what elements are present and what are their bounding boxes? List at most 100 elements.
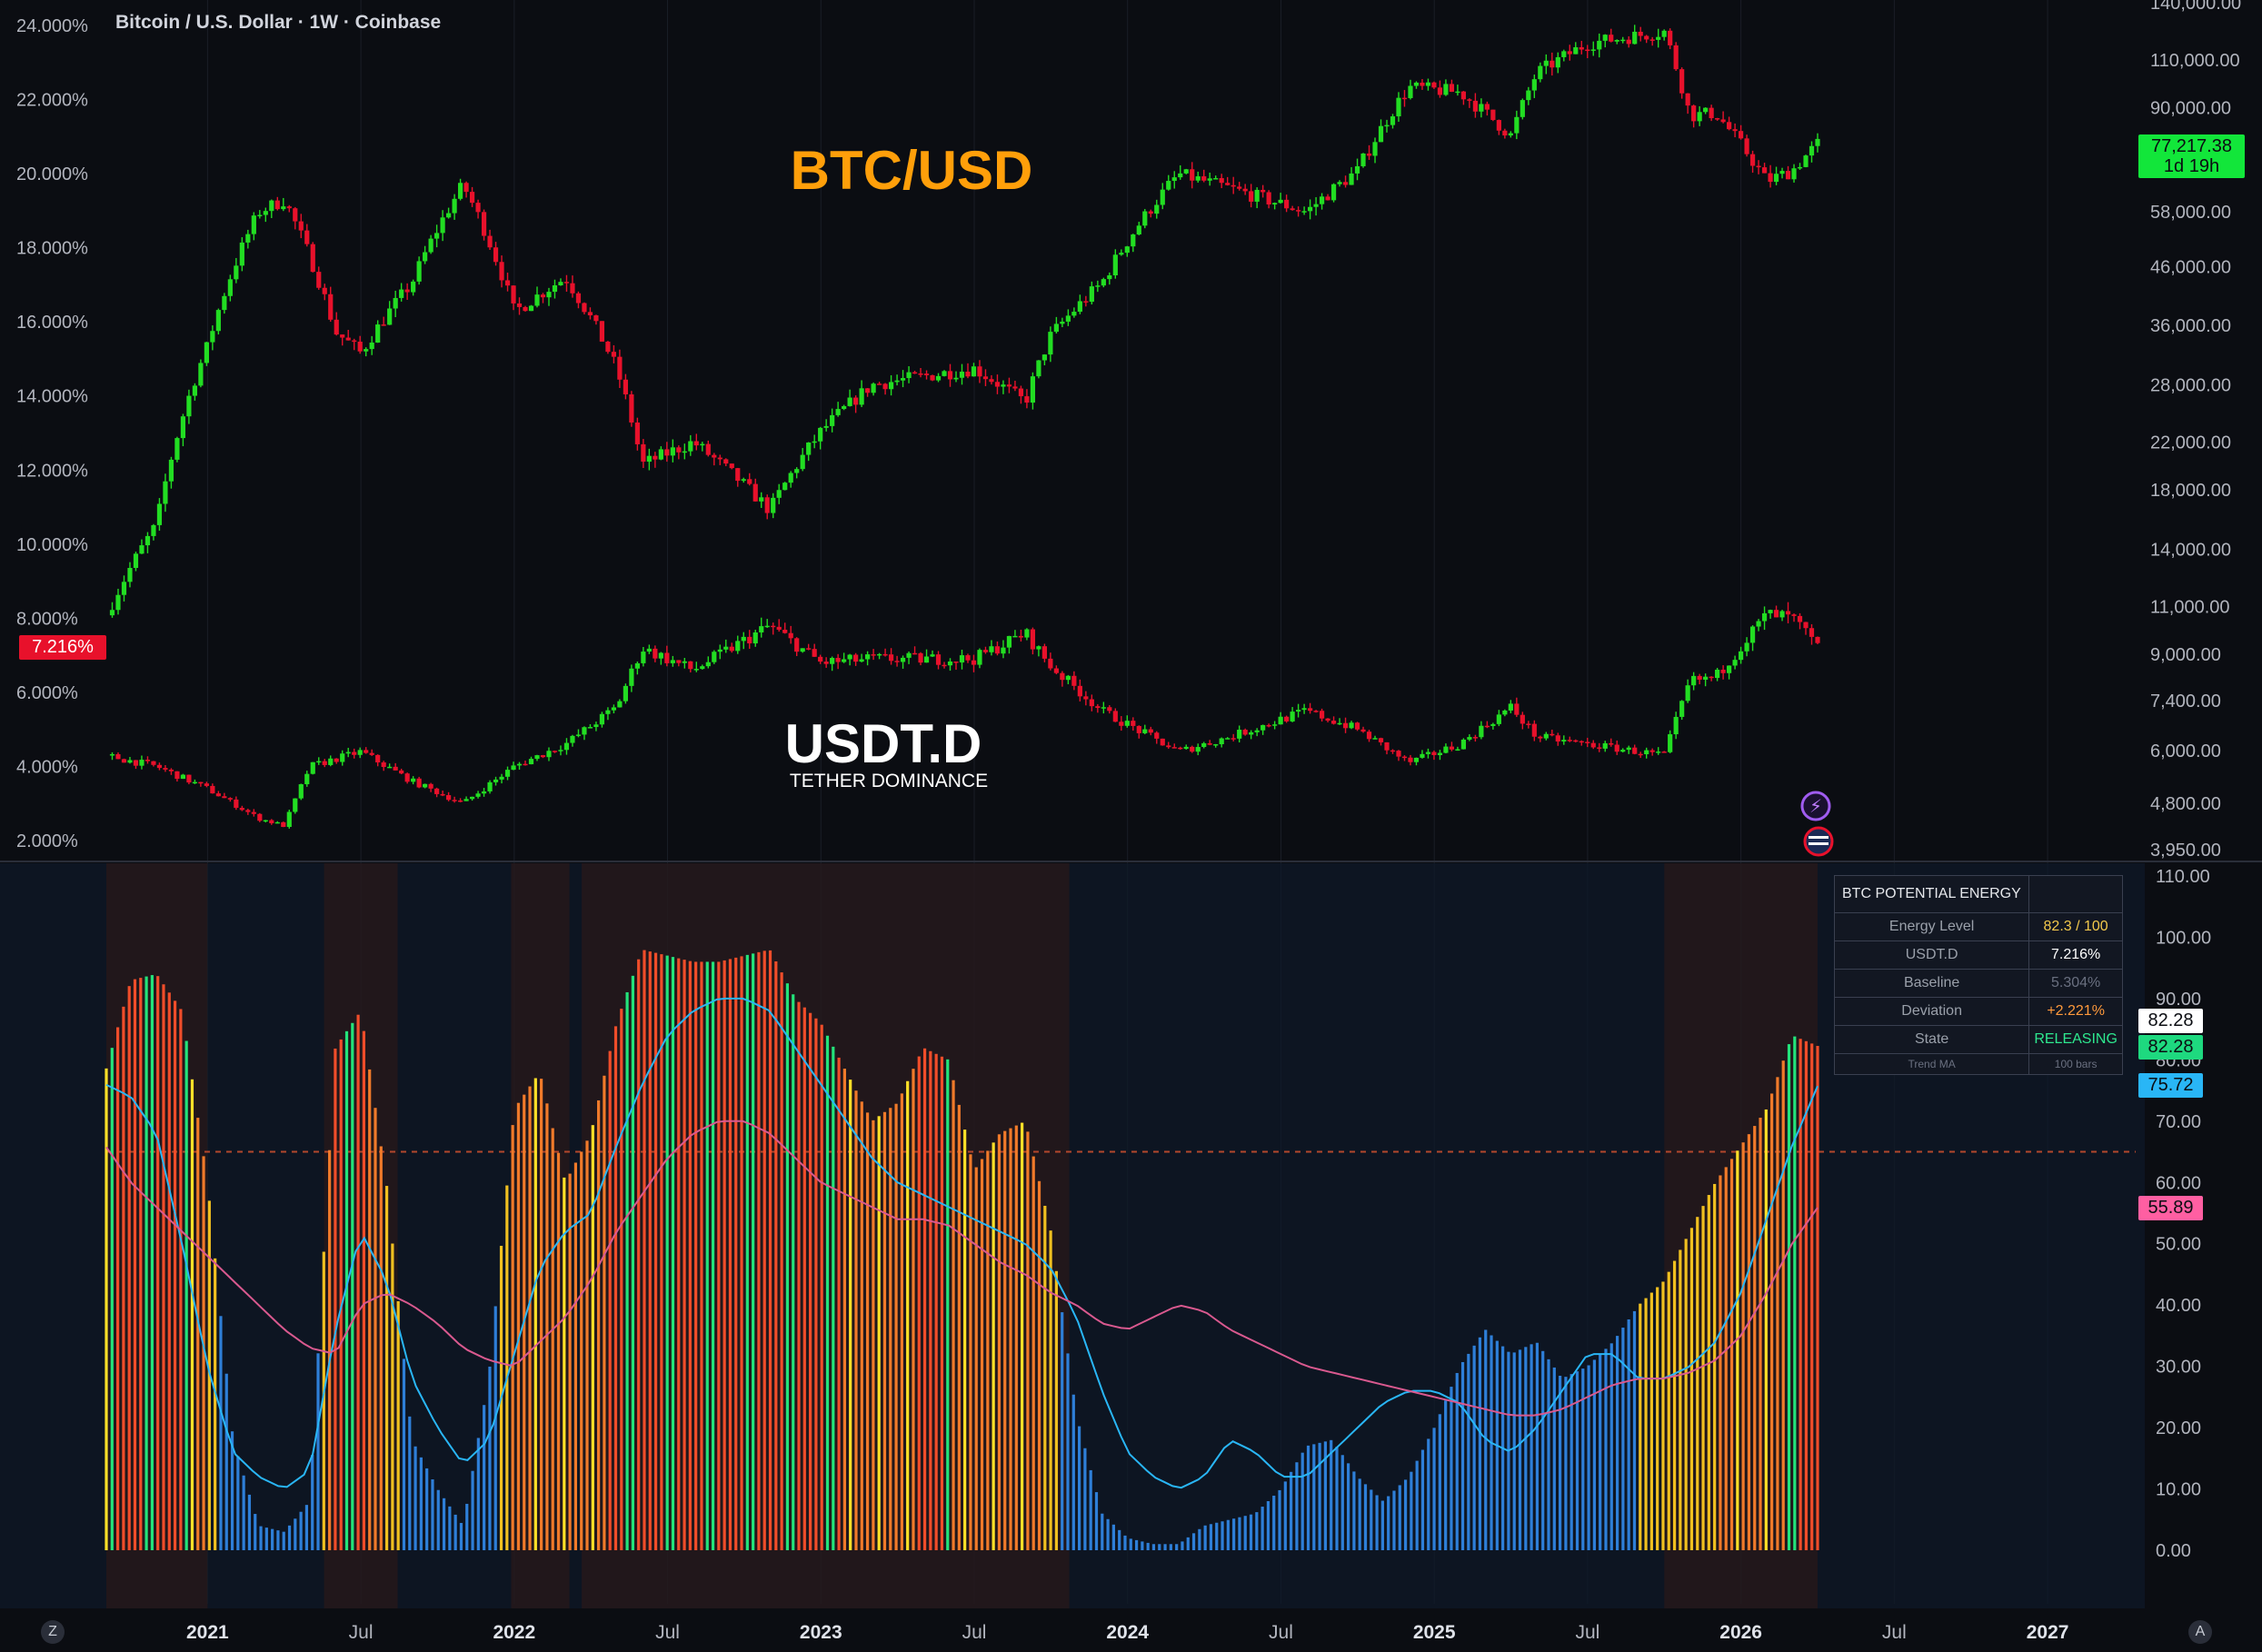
usdt-candle <box>1773 610 1779 618</box>
osc-bar <box>1455 1372 1459 1550</box>
osc-bar <box>1261 1507 1264 1550</box>
lightning-icon[interactable] <box>1800 791 1831 821</box>
btc-candle <box>1749 154 1756 166</box>
btc-candle <box>882 383 888 390</box>
osc-bar <box>224 1373 228 1550</box>
btc-candle <box>144 535 151 546</box>
event-icons[interactable]: ⚡ <box>1800 791 1834 857</box>
osc-bar <box>1340 1455 1344 1550</box>
btc-candle <box>1756 165 1761 168</box>
usdt-candle <box>959 655 965 663</box>
osc-bar <box>540 1079 543 1550</box>
osc-bar <box>1599 1354 1602 1550</box>
osc-bar <box>1656 1287 1659 1550</box>
osc-bar <box>408 1416 412 1550</box>
right-osc-tick: 20.00 <box>2156 1418 2201 1438</box>
osc-bar <box>940 1056 944 1550</box>
osc-bar <box>483 1405 486 1550</box>
reset-zoom-button[interactable]: Z <box>41 1620 65 1644</box>
usdt-candle <box>1727 665 1732 673</box>
btc-candle <box>204 342 209 363</box>
btc-candle <box>575 293 582 304</box>
osc-bar <box>1106 1518 1110 1550</box>
btc-candle <box>700 443 705 446</box>
btc-candle <box>823 425 829 428</box>
btc-candle <box>1573 47 1579 55</box>
osc-bar <box>1484 1329 1488 1550</box>
osc-bar <box>264 1528 268 1550</box>
usdt-candle <box>1561 740 1567 742</box>
osc-bar <box>1512 1352 1516 1550</box>
usdt-candle <box>794 638 800 652</box>
usdt-candle <box>316 761 322 763</box>
osc-bar <box>957 1104 961 1550</box>
btc-candle <box>1679 69 1685 94</box>
auto-scale-button[interactable]: A <box>2188 1620 2212 1644</box>
us-flag-icon[interactable] <box>1803 826 1834 857</box>
symbol-header[interactable]: Bitcoin / U.S. Dollar · 1W · Coinbase <box>115 12 442 33</box>
osc-bar <box>1094 1492 1099 1550</box>
osc-bar <box>448 1506 452 1550</box>
osc-bar <box>493 1306 497 1550</box>
usdt-candle <box>239 807 244 811</box>
osc-bar <box>986 1150 990 1550</box>
usdt-candle <box>1632 747 1638 754</box>
right-price-tick: 3,950.00 <box>2150 841 2221 861</box>
osc-bar <box>1684 1239 1688 1550</box>
osc-bar <box>1221 1521 1224 1550</box>
usdt-candle <box>1543 733 1549 739</box>
x-tick: 2024 <box>1106 1622 1149 1643</box>
usdt-candle <box>1614 744 1619 752</box>
osc-bar <box>745 954 749 1550</box>
usdt-candle <box>1538 736 1543 739</box>
usdt-candle <box>163 768 168 770</box>
usdt-candle <box>1467 737 1472 740</box>
usdt-candle <box>1095 706 1101 709</box>
left-pct-tick: 22.000% <box>16 91 88 111</box>
btc-candle <box>1585 49 1590 52</box>
btc-candle <box>1319 196 1325 204</box>
osc-bar <box>1552 1367 1556 1550</box>
osc-bar <box>351 1022 354 1550</box>
osc-bar <box>1592 1359 1596 1550</box>
osc-bar <box>722 960 726 1550</box>
osc-bar <box>144 976 148 1550</box>
usdt-candle <box>269 820 274 823</box>
btc-candle <box>1231 184 1236 187</box>
btc-candle <box>322 287 327 294</box>
usdt-candle <box>1107 707 1112 712</box>
btc-candle <box>888 382 894 390</box>
btc-candle <box>263 211 268 215</box>
btc-candle <box>623 379 628 394</box>
osc-bar <box>1066 1353 1070 1550</box>
usdt-candle <box>1508 703 1513 711</box>
btc-candle <box>463 183 469 193</box>
osc-bar <box>1054 1270 1059 1550</box>
table-row: Deviation +2.221% <box>1833 997 2123 1026</box>
btc-candle <box>1006 384 1012 387</box>
osc-bar <box>488 1366 492 1550</box>
osc-bar <box>1306 1445 1310 1550</box>
osc-bar <box>1146 1542 1150 1550</box>
btc-candle <box>416 261 422 282</box>
usdt-candle <box>653 648 658 659</box>
usdt-candle <box>127 760 133 763</box>
right-osc-tick: 70.00 <box>2156 1112 2201 1132</box>
btc-candle <box>411 281 416 293</box>
osc-bar <box>122 1006 125 1550</box>
btc-candle <box>977 366 982 377</box>
osc-bar <box>728 959 732 1550</box>
osc-bar <box>533 1078 537 1550</box>
usdt-candle <box>387 766 393 769</box>
osc-bar <box>625 991 629 1550</box>
btc-candle <box>133 553 139 568</box>
usdt-candle <box>876 653 882 656</box>
osc-bar <box>1272 1495 1276 1550</box>
btc-candle <box>1815 138 1820 146</box>
osc-bar <box>110 1048 114 1550</box>
osc-bar <box>872 1120 875 1550</box>
usdt-candle <box>293 798 298 812</box>
usdt-candle <box>523 763 528 766</box>
usdt-candle <box>1585 741 1590 743</box>
